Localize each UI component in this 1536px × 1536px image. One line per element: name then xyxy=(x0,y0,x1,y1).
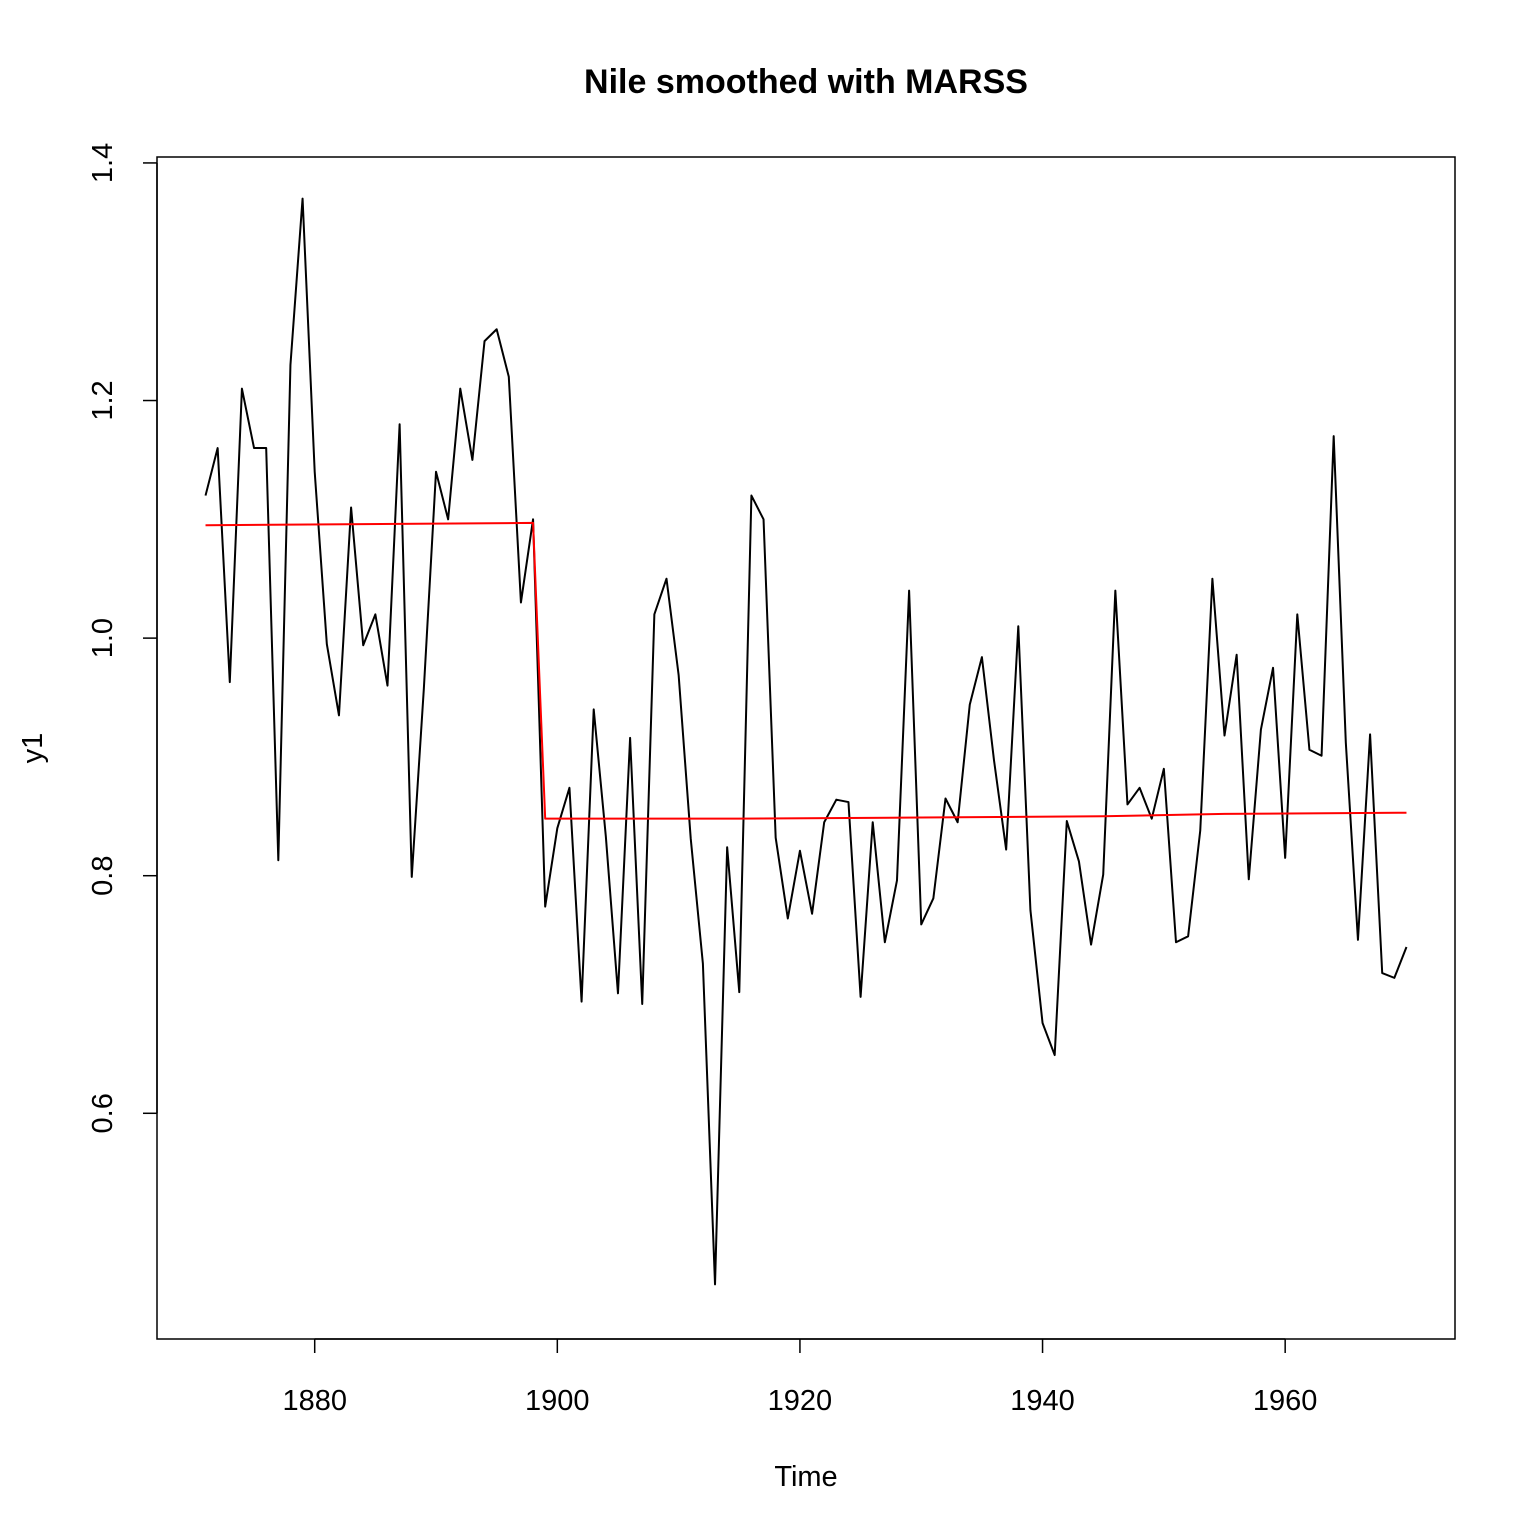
y-axis: 0.6 0.8 1.0 1.2 1.4 xyxy=(87,143,158,1133)
chart-title: Nile smoothed with MARSS xyxy=(584,63,1028,101)
x-tick-label: 1920 xyxy=(768,1385,833,1417)
x-axis-label: Time xyxy=(774,1461,837,1493)
x-tick-label: 1960 xyxy=(1253,1385,1318,1417)
x-tick-label: 1880 xyxy=(282,1385,347,1417)
y-tick-label: 0.8 xyxy=(87,856,119,896)
x-axis: 1880 1900 1920 1940 1960 xyxy=(282,1338,1318,1417)
series-smoothed-line xyxy=(205,521,1407,820)
y-tick-label: 1.2 xyxy=(87,380,119,420)
y-tick-label: 1.0 xyxy=(87,618,119,658)
y-tick-label: 0.6 xyxy=(87,1093,119,1133)
series-layer xyxy=(204,197,1408,1286)
series-observed-line xyxy=(204,197,1408,1286)
y-tick-label: 1.4 xyxy=(87,143,119,183)
y-axis-label: y1 xyxy=(17,733,49,764)
x-tick-label: 1940 xyxy=(1010,1385,1075,1417)
x-tick-label: 1900 xyxy=(525,1385,590,1417)
